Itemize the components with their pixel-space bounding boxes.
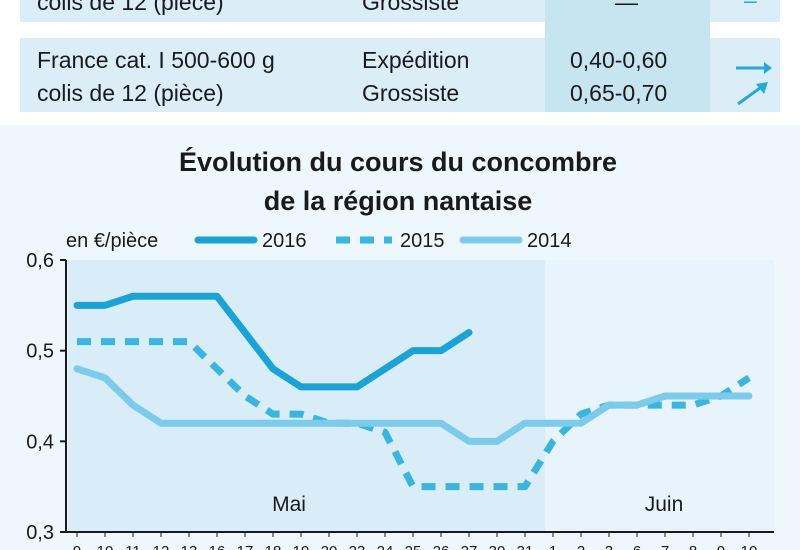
stage-label: Grossiste [362, 80, 460, 106]
x-tick-label: 7 [661, 543, 669, 550]
trend-dash: – [744, 0, 757, 13]
x-tick-label: 17 [237, 543, 254, 550]
legend: 2016 2015 2014 [194, 230, 572, 252]
x-tick-label: 10 [97, 543, 114, 550]
x-tick-label: 11 [125, 543, 141, 550]
x-tick-label: 9 [73, 543, 81, 550]
axes: 0,3 0,4 0,5 0,6 [26, 250, 774, 544]
legend-label-2016: 2016 [262, 230, 307, 252]
line-chart: Évolution du cours du concombre de la ré… [0, 125, 800, 550]
x-tick-label: 10 [741, 543, 758, 550]
product-label: colis de 12 (pièce) [37, 0, 224, 15]
price-value: — [615, 0, 638, 15]
x-tick-labels: 9101112131617181920232425262730311236789… [73, 532, 758, 550]
product-label: France cat. I 500-600 g [37, 47, 275, 73]
price-value: 0,40-0,60 [570, 47, 668, 73]
x-tick-label: 6 [633, 543, 641, 550]
legend-label-2015: 2015 [400, 230, 445, 252]
x-tick-label: 18 [265, 543, 282, 550]
chart: Évolution du cours du concombre de la ré… [0, 125, 800, 550]
x-tick-label: 1 [549, 543, 557, 550]
x-tick-label: 31 [517, 543, 534, 550]
legend-label-2014: 2014 [527, 230, 572, 252]
series-group [73, 292, 753, 491]
may-region [68, 260, 545, 532]
month-label-may: Mai [272, 493, 306, 516]
x-tick-label: 8 [689, 543, 697, 550]
price-table: colis de 12 (pièce) Grossiste — – France… [0, 0, 800, 122]
series-line-2014 [73, 365, 753, 445]
x-tick-label: 16 [209, 543, 226, 550]
arrow-up-right-icon [732, 80, 772, 108]
unit-label: en €/pièce [66, 230, 158, 252]
y-tick-label: 0,5 [26, 341, 54, 363]
x-tick-label: 30 [489, 543, 506, 550]
x-tick-label: 24 [377, 543, 394, 550]
x-tick-label: 12 [153, 543, 170, 550]
x-tick-label: 2 [577, 543, 585, 550]
stage-label: Expédition [362, 47, 470, 73]
chart-title-line1: Évolution du cours du concombre [179, 146, 617, 177]
x-tick-label: 27 [461, 543, 478, 550]
month-label-june: Juin [645, 493, 684, 516]
x-tick-label: 20 [321, 543, 338, 550]
y-tick-label: 0,3 [26, 522, 54, 544]
x-tick-label: 19 [293, 543, 310, 550]
x-tick-label: 23 [349, 543, 366, 550]
price-column [545, 0, 710, 112]
x-tick-label: 9 [717, 543, 725, 550]
chart-title-line2: de la région nantaise [264, 186, 533, 216]
y-tick-label: 0,4 [26, 431, 54, 453]
arrow-right-icon [732, 54, 772, 82]
x-tick-label: 26 [433, 543, 450, 550]
product-label: colis de 12 (pièce) [37, 80, 224, 106]
series-line-2016 [73, 292, 473, 391]
y-tick-label: 0,6 [26, 250, 54, 272]
x-tick-label: 3 [605, 543, 613, 550]
x-tick-label: 25 [405, 543, 422, 550]
stage-label: Grossiste [362, 0, 460, 15]
x-tick-label: 13 [181, 543, 198, 550]
price-value: 0,65-0,70 [570, 80, 668, 106]
